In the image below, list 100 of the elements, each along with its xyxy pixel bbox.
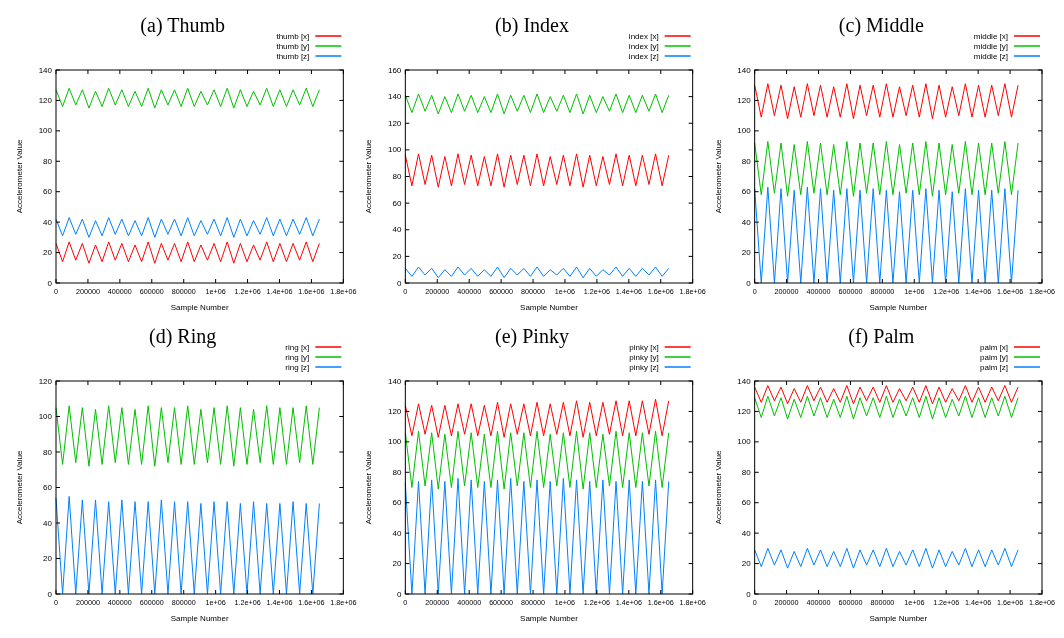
y-tick-label: 20 (392, 559, 402, 569)
line-series (404, 153, 670, 188)
y-tick-label: 20 (43, 248, 53, 258)
y-tick-label: 0 (47, 278, 53, 288)
y-tick-label: 20 (392, 251, 402, 261)
y-tick-label: 100 (387, 145, 402, 155)
y-tick-label: 140 (38, 65, 53, 75)
chart-title: (c) Middle (838, 14, 924, 37)
legend-label: palm [x] (979, 343, 1008, 352)
y-tick-label: 20 (43, 554, 53, 564)
y-tick-label: 140 (737, 65, 752, 75)
y-tick-label: 40 (741, 528, 752, 538)
x-axis-title: Sample Number (170, 614, 229, 623)
x-axis-title: Sample Number (869, 614, 928, 623)
y-tick-label: 80 (741, 467, 752, 477)
y-tick-label: 80 (43, 447, 53, 457)
y-tick-label: 100 (38, 126, 53, 136)
y-tick-label: 140 (387, 376, 402, 386)
y-axis-title: Accelerometer Value (364, 450, 374, 525)
x-axis-title: Sample Number (869, 303, 928, 312)
line-series (754, 83, 1019, 120)
legend-label: index [z] (628, 52, 659, 61)
line-series (404, 266, 670, 279)
y-tick-label: 40 (392, 528, 402, 538)
line-series (55, 495, 320, 595)
y-tick-label: 140 (387, 92, 402, 102)
y-tick-label: 100 (737, 126, 752, 136)
line-series (55, 87, 320, 109)
legend-label: palm [z] (979, 363, 1008, 372)
legend-label: pinky [z] (629, 363, 659, 372)
y-tick-label: 0 (47, 589, 53, 599)
legend-label: ring [x] (285, 343, 310, 352)
y-tick-label: 60 (392, 198, 402, 208)
y-tick-label: 120 (737, 406, 752, 416)
legend-label: thumb [y] (276, 42, 310, 51)
line-series (754, 186, 1019, 284)
y-axis-title: Accelerometer Value (15, 139, 24, 214)
line-series (754, 141, 1019, 197)
y-tick-label: 40 (392, 225, 402, 235)
y-tick-label: 160 (387, 65, 402, 75)
line-series (754, 547, 1019, 569)
line-series (404, 93, 670, 115)
y-tick-label: 120 (38, 376, 53, 386)
chart-title: (a) Thumb (140, 14, 225, 37)
y-tick-label: 60 (741, 498, 752, 508)
legend-label: thumb [x] (276, 32, 310, 41)
chart-title: (e) Pinky (495, 325, 569, 348)
y-tick-label: 60 (43, 483, 53, 493)
y-tick-label: 100 (737, 437, 752, 447)
legend-label: pinky [y] (629, 353, 659, 362)
y-tick-label: 120 (737, 95, 752, 105)
x-axis-title: Sample Number (170, 303, 229, 312)
legend-label: middle [y] (973, 42, 1008, 51)
y-tick-label: 0 (396, 589, 402, 599)
y-tick-label: 60 (43, 187, 53, 197)
x-axis-title: Sample Number (520, 614, 579, 623)
y-tick-label: 100 (38, 412, 53, 422)
line-series (404, 398, 670, 438)
y-tick-label: 140 (737, 376, 752, 386)
y-tick-label: 60 (741, 187, 752, 197)
line-series (55, 405, 320, 467)
line-series (404, 430, 670, 490)
y-tick-label: 0 (396, 278, 402, 288)
legend-label: pinky [x] (629, 343, 659, 352)
line-series (55, 241, 320, 264)
y-axis-title: Accelerometer Value (15, 450, 24, 525)
legend-label: ring [y] (285, 353, 310, 362)
y-tick-label: 80 (392, 467, 402, 477)
y-tick-label: 80 (392, 172, 402, 182)
legend-label: thumb [z] (276, 52, 310, 61)
y-tick-label: 20 (741, 559, 752, 569)
line-series (55, 217, 320, 238)
legend-label: index [x] (628, 32, 659, 41)
chart-title: (f) Palm (848, 325, 915, 348)
y-axis-title: Accelerometer Value (713, 450, 723, 525)
chart-title: (b) Index (495, 14, 569, 37)
y-tick-label: 120 (387, 118, 402, 128)
line-series (754, 395, 1019, 420)
y-axis-title: Accelerometer Value (364, 139, 374, 214)
legend-label: index [y] (628, 42, 659, 51)
line-series (404, 477, 670, 595)
chart-title: (d) Ring (149, 325, 217, 348)
y-tick-label: 0 (746, 278, 752, 288)
y-axis-title: Accelerometer Value (713, 139, 723, 214)
y-tick-label: 120 (38, 95, 53, 105)
y-tick-label: 120 (387, 406, 402, 416)
y-tick-label: 80 (43, 156, 53, 166)
y-tick-label: 80 (741, 156, 752, 166)
y-tick-label: 40 (43, 217, 53, 227)
y-tick-label: 40 (43, 518, 53, 528)
y-tick-label: 20 (741, 248, 752, 258)
legend-label: ring [z] (285, 363, 310, 372)
y-tick-label: 100 (387, 437, 402, 447)
x-axis-title: Sample Number (520, 303, 579, 312)
legend-label: middle [z] (973, 52, 1008, 61)
legend-label: middle [x] (973, 32, 1008, 41)
y-tick-label: 60 (392, 498, 402, 508)
y-tick-label: 40 (741, 217, 752, 227)
line-series (754, 385, 1019, 405)
legend-label: palm [y] (979, 353, 1008, 362)
